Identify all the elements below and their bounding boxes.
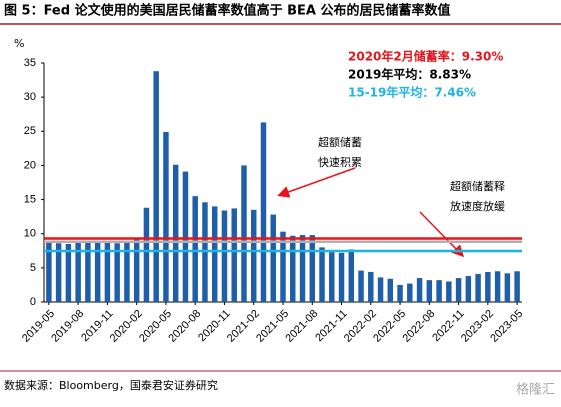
bar	[270, 214, 276, 302]
bar	[104, 242, 111, 302]
annotation: 快速积累	[318, 156, 362, 169]
bar	[397, 284, 403, 302]
y-tick-label: 35	[24, 57, 36, 69]
bar	[192, 196, 198, 302]
bar	[514, 271, 520, 302]
bar	[299, 235, 306, 302]
bar	[221, 210, 228, 302]
bar	[65, 243, 72, 302]
bar	[494, 271, 501, 302]
bar	[446, 281, 452, 302]
bar	[124, 241, 130, 302]
bar	[465, 276, 472, 302]
bar	[290, 235, 296, 302]
bar	[407, 283, 413, 302]
bar	[241, 165, 247, 302]
bar	[163, 131, 169, 302]
x-tick-label: 2021-08	[283, 308, 320, 345]
legend-label: 15-19年平均：7.46%	[348, 85, 476, 100]
source: 数据来源：Bloomberg，国泰君安证券研究	[4, 378, 218, 392]
bar	[172, 164, 179, 302]
bar	[309, 235, 315, 302]
legend-label: 2019年平均：8.83%	[348, 67, 471, 82]
y-tick-label: 25	[24, 125, 36, 137]
bar	[55, 243, 62, 302]
legend-label: 2020年2月储蓄率：9.30%	[348, 49, 503, 64]
bar	[143, 207, 150, 302]
bar	[114, 243, 120, 302]
x-tick-label: 2023-05	[488, 308, 525, 345]
bar	[319, 247, 325, 302]
y-tick-label: 15	[24, 193, 36, 205]
annotation: 超额储蓄	[318, 135, 362, 149]
annotation: 放速度放缓	[450, 199, 505, 213]
bar	[368, 271, 374, 302]
bar	[46, 241, 52, 302]
x-tick-label: 2022-08	[400, 308, 437, 345]
arrow	[277, 167, 356, 198]
bar	[485, 271, 491, 302]
bar	[260, 122, 267, 302]
bar	[436, 280, 442, 302]
bar	[85, 241, 91, 302]
bar	[182, 171, 189, 302]
bar	[416, 278, 423, 302]
bar	[94, 242, 101, 302]
bar	[455, 278, 462, 302]
bar	[348, 249, 355, 302]
bar	[329, 252, 335, 302]
bar	[426, 280, 433, 302]
bar	[358, 270, 364, 302]
y-tick-label: 30	[24, 91, 36, 103]
bar	[387, 278, 394, 302]
arrow	[419, 211, 465, 258]
bar	[251, 209, 257, 302]
bar	[75, 242, 81, 302]
y-tick-label: 0	[30, 296, 36, 308]
annotation: 超额储蓄释	[450, 179, 505, 193]
bar	[133, 239, 140, 302]
bar	[377, 277, 384, 302]
y-tick-label: 5	[30, 262, 36, 274]
chart-title: 图 5：Fed 论文使用的美国居民储蓄率数值高于 BEA 公布的居民储蓄率数值	[4, 3, 450, 19]
bar	[504, 273, 511, 302]
bar	[280, 231, 286, 302]
y-tick-label: 10	[24, 228, 36, 240]
bar	[475, 274, 481, 302]
x-tick-label: 2020-08	[166, 308, 203, 345]
bar	[153, 71, 159, 303]
y-tick-label: 20	[24, 159, 36, 171]
unit-label: %	[14, 37, 24, 50]
watermark: 格隆汇	[516, 382, 555, 398]
x-tick-label: 2019-08	[49, 308, 86, 345]
bar	[338, 252, 345, 302]
bar	[231, 208, 237, 302]
bar	[211, 206, 218, 302]
